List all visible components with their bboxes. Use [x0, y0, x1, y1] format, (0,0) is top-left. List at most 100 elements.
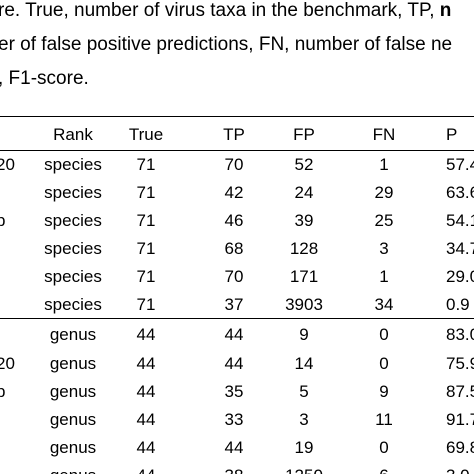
cell-p: 34.7: [446, 239, 474, 258]
cell-tp: 44: [224, 438, 244, 457]
cell-tp: 38: [213, 461, 255, 474]
cell-true: 44: [136, 382, 156, 401]
table-row: genus 44 33 3 11 91.7: [0, 405, 474, 434]
cell-tool: 20: [0, 155, 15, 174]
cell-rank: genus: [20, 461, 126, 474]
cell-tool: p: [0, 211, 6, 230]
header-rank: Rank: [53, 125, 93, 144]
header-tp: TP: [223, 125, 245, 144]
cell-true: 71: [136, 183, 156, 202]
cell-rank: genus: [49, 382, 97, 401]
cell-fp: 24: [294, 183, 314, 202]
cell-fp: 52: [294, 155, 314, 174]
table-row: 20 genus 44 44 14 0 75.9: [0, 349, 474, 378]
cell-tp: 35: [224, 382, 244, 401]
cell-fn: 0: [379, 438, 389, 457]
cell-p: 75.9: [446, 354, 474, 373]
cell-fn: 3: [379, 239, 389, 258]
cell-true: 71: [136, 295, 156, 314]
caption-line-1: re. True, number of virus taxa in the be…: [0, 0, 451, 22]
cell-fn: 11: [375, 410, 393, 429]
cell-p: 3.0: [446, 461, 470, 474]
cell-fp: 3: [299, 410, 309, 429]
cell-fp: 14: [294, 354, 314, 373]
cell-rank: species: [44, 183, 102, 202]
caption-line-1-text: re. True, number of virus taxa in the be…: [0, 0, 435, 21]
cell-p: 54.1: [446, 211, 474, 230]
group-divider-rule: [0, 318, 474, 319]
cell-true: 71: [136, 267, 156, 286]
cell-true: 44: [136, 410, 156, 429]
cell-p: 69.8: [446, 438, 474, 457]
cell-p: 0.9: [446, 295, 470, 314]
header-fp: FP: [293, 125, 315, 144]
table-caption: re. True, number of virus taxa in the be…: [0, 0, 474, 100]
cell-tp: 46: [224, 211, 244, 230]
cell-tp: 44: [224, 354, 244, 373]
cell-tp: 33: [224, 410, 244, 429]
cell-fn: 25: [374, 211, 394, 230]
table-row: species 71 70 171 1 29.0: [0, 262, 474, 291]
cell-fp: 128: [289, 239, 319, 258]
caption-line-3: , F1-score.: [0, 68, 89, 89]
cell-tp: 42: [224, 183, 244, 202]
cell-rank: species: [44, 155, 102, 174]
cell-tp: 44: [224, 325, 244, 344]
table-row: p species 71 46 39 25 54.1: [0, 206, 474, 235]
table-top-rule: [0, 116, 474, 117]
header-true: True: [128, 125, 164, 144]
cell-fn: 34: [374, 295, 394, 314]
cell-fn: 6: [362, 461, 406, 474]
cell-tool: p: [0, 382, 6, 401]
cell-fp: 19: [294, 438, 314, 457]
cell-true: 71: [136, 155, 156, 174]
cell-fn: 29: [374, 183, 394, 202]
table-row: species 71 37 3903 34 0.9: [0, 290, 474, 319]
cell-fp: 9: [299, 325, 309, 344]
cell-p: 83.0: [446, 325, 474, 344]
caption-line-1-bold: n: [439, 0, 452, 21]
header-fn: FN: [372, 125, 396, 144]
header-p: P: [446, 125, 458, 144]
cell-fp: 1250: [268, 461, 340, 474]
cell-rank: species: [44, 267, 102, 286]
cell-rank: species: [44, 211, 102, 230]
cell-fp: 5: [299, 382, 309, 401]
cell-true: 44: [136, 438, 156, 457]
cell-fn: 0: [379, 325, 389, 344]
cell-p: 87.5: [446, 382, 474, 401]
cell-fn: 0: [379, 354, 389, 373]
table-header-row: Rank True TP FP FN P: [0, 120, 474, 149]
table-row: p genus 44 35 5 9 87.5: [0, 377, 474, 406]
table-row: genus 44 44 19 0 69.8: [0, 433, 474, 462]
cell-fn: 1: [379, 267, 389, 286]
cell-p: 29.0: [446, 267, 474, 286]
table-row: 20 species 71 70 52 1 57.4: [0, 150, 474, 179]
cell-tp: 68: [224, 239, 244, 258]
cell-fn: 9: [379, 382, 389, 401]
cell-true: 71: [136, 239, 156, 258]
cell-tp: 70: [224, 267, 244, 286]
cell-tool: 20: [0, 354, 15, 373]
cell-true: 44: [125, 461, 167, 474]
cell-tp: 70: [224, 155, 244, 174]
caption-line-2: er of false positive predictions, FN, nu…: [0, 34, 453, 55]
table-row: species 71 42 24 29 63.6: [0, 178, 474, 207]
table-row: genus 44 44 9 0 83.0: [0, 320, 474, 349]
cell-rank: genus: [49, 410, 97, 429]
table-row: genus 44 38 1250 6 3.0: [0, 461, 474, 474]
cell-p: 91.7: [446, 410, 474, 429]
cell-tp: 37: [224, 295, 244, 314]
cell-true: 44: [136, 354, 156, 373]
cell-fp: 39: [294, 211, 314, 230]
cell-rank: genus: [49, 438, 97, 457]
table-row: species 71 68 128 3 34.7: [0, 234, 474, 263]
cell-rank: species: [44, 239, 102, 258]
cell-true: 71: [136, 211, 156, 230]
cell-true: 44: [136, 325, 156, 344]
cell-p: 63.6: [446, 183, 474, 202]
cell-rank: species: [44, 295, 102, 314]
cell-fp: 171: [289, 267, 319, 286]
header-bottom-rule: [0, 150, 474, 151]
cell-fp: 3903: [285, 295, 323, 314]
